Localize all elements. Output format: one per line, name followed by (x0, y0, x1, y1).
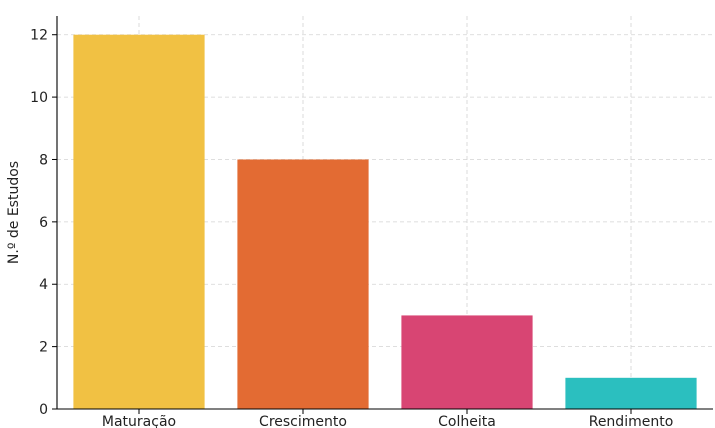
bar (73, 34, 205, 409)
y-tick-label: 12 (30, 28, 48, 44)
bar (237, 159, 369, 409)
y-tick-label: 2 (39, 340, 48, 356)
x-tick-label: Colheita (438, 414, 496, 428)
bar (565, 377, 697, 409)
x-tick-label: Maturação (102, 414, 176, 428)
x-tick-label: Crescimento (259, 414, 347, 428)
y-tick-label: 4 (39, 277, 48, 293)
y-tick-label: 8 (39, 152, 48, 168)
y-axis-title: N.º de Estudos (6, 161, 22, 264)
axes (56, 16, 713, 410)
bars (73, 34, 697, 409)
bar (401, 315, 533, 409)
x-axis-ticks: Maturação Crescimento Colheita Rendimento (102, 409, 673, 428)
y-axis-ticks: 0 2 4 6 8 10 12 (30, 28, 57, 418)
x-tick-label: Rendimento (589, 414, 674, 428)
y-tick-label: 0 (39, 402, 48, 418)
y-tick-label: 10 (30, 90, 48, 106)
y-tick-label: 6 (39, 215, 48, 231)
